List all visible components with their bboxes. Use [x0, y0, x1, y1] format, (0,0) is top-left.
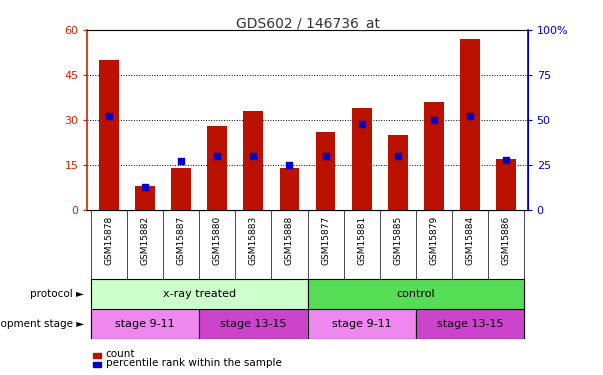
Text: stage 13-15: stage 13-15: [220, 320, 286, 329]
Text: GSM15881: GSM15881: [357, 216, 366, 265]
Bar: [388, 135, 408, 210]
Text: percentile rank within the sample: percentile rank within the sample: [106, 358, 282, 368]
Text: stage 9-11: stage 9-11: [115, 320, 175, 329]
Bar: [135, 186, 155, 210]
Point: [285, 162, 294, 168]
Bar: [99, 60, 119, 210]
Text: GSM15878: GSM15878: [104, 216, 113, 265]
Bar: [244, 111, 264, 210]
Text: GSM15886: GSM15886: [502, 216, 511, 265]
Text: stage 9-11: stage 9-11: [332, 320, 391, 329]
Point: [501, 157, 511, 163]
Text: GSM15888: GSM15888: [285, 216, 294, 265]
Bar: [416, 309, 524, 339]
Text: GSM15879: GSM15879: [429, 216, 438, 265]
Text: GSM15887: GSM15887: [177, 216, 186, 265]
Point: [177, 158, 186, 164]
Point: [248, 153, 258, 159]
Text: count: count: [106, 350, 135, 359]
Text: GSM15880: GSM15880: [213, 216, 222, 265]
Bar: [496, 159, 516, 210]
Bar: [280, 168, 300, 210]
Bar: [424, 102, 444, 210]
Text: GSM15884: GSM15884: [466, 216, 475, 265]
Point: [429, 117, 438, 123]
Point: [140, 184, 150, 190]
Text: control: control: [396, 290, 435, 299]
Bar: [315, 132, 335, 210]
Text: GSM15882: GSM15882: [140, 216, 150, 265]
Point: [104, 113, 114, 119]
Text: GDS602 / 146736_at: GDS602 / 146736_at: [236, 17, 379, 31]
Point: [321, 153, 330, 159]
Text: GSM15883: GSM15883: [249, 216, 258, 265]
Point: [212, 153, 222, 159]
Point: [465, 113, 475, 119]
Text: GSM15885: GSM15885: [393, 216, 402, 265]
Text: x-ray treated: x-ray treated: [163, 290, 236, 299]
Bar: [91, 309, 199, 339]
Text: development stage ►: development stage ►: [0, 320, 84, 329]
Bar: [91, 279, 308, 309]
Point: [393, 153, 403, 159]
Bar: [199, 309, 308, 339]
Text: GSM15877: GSM15877: [321, 216, 330, 265]
Text: stage 13-15: stage 13-15: [437, 320, 503, 329]
Bar: [460, 39, 480, 210]
Bar: [308, 309, 416, 339]
Bar: [352, 108, 371, 210]
Point: [357, 121, 367, 127]
Text: protocol ►: protocol ►: [30, 290, 84, 299]
Bar: [207, 126, 227, 210]
Bar: [171, 168, 191, 210]
Bar: [308, 279, 524, 309]
